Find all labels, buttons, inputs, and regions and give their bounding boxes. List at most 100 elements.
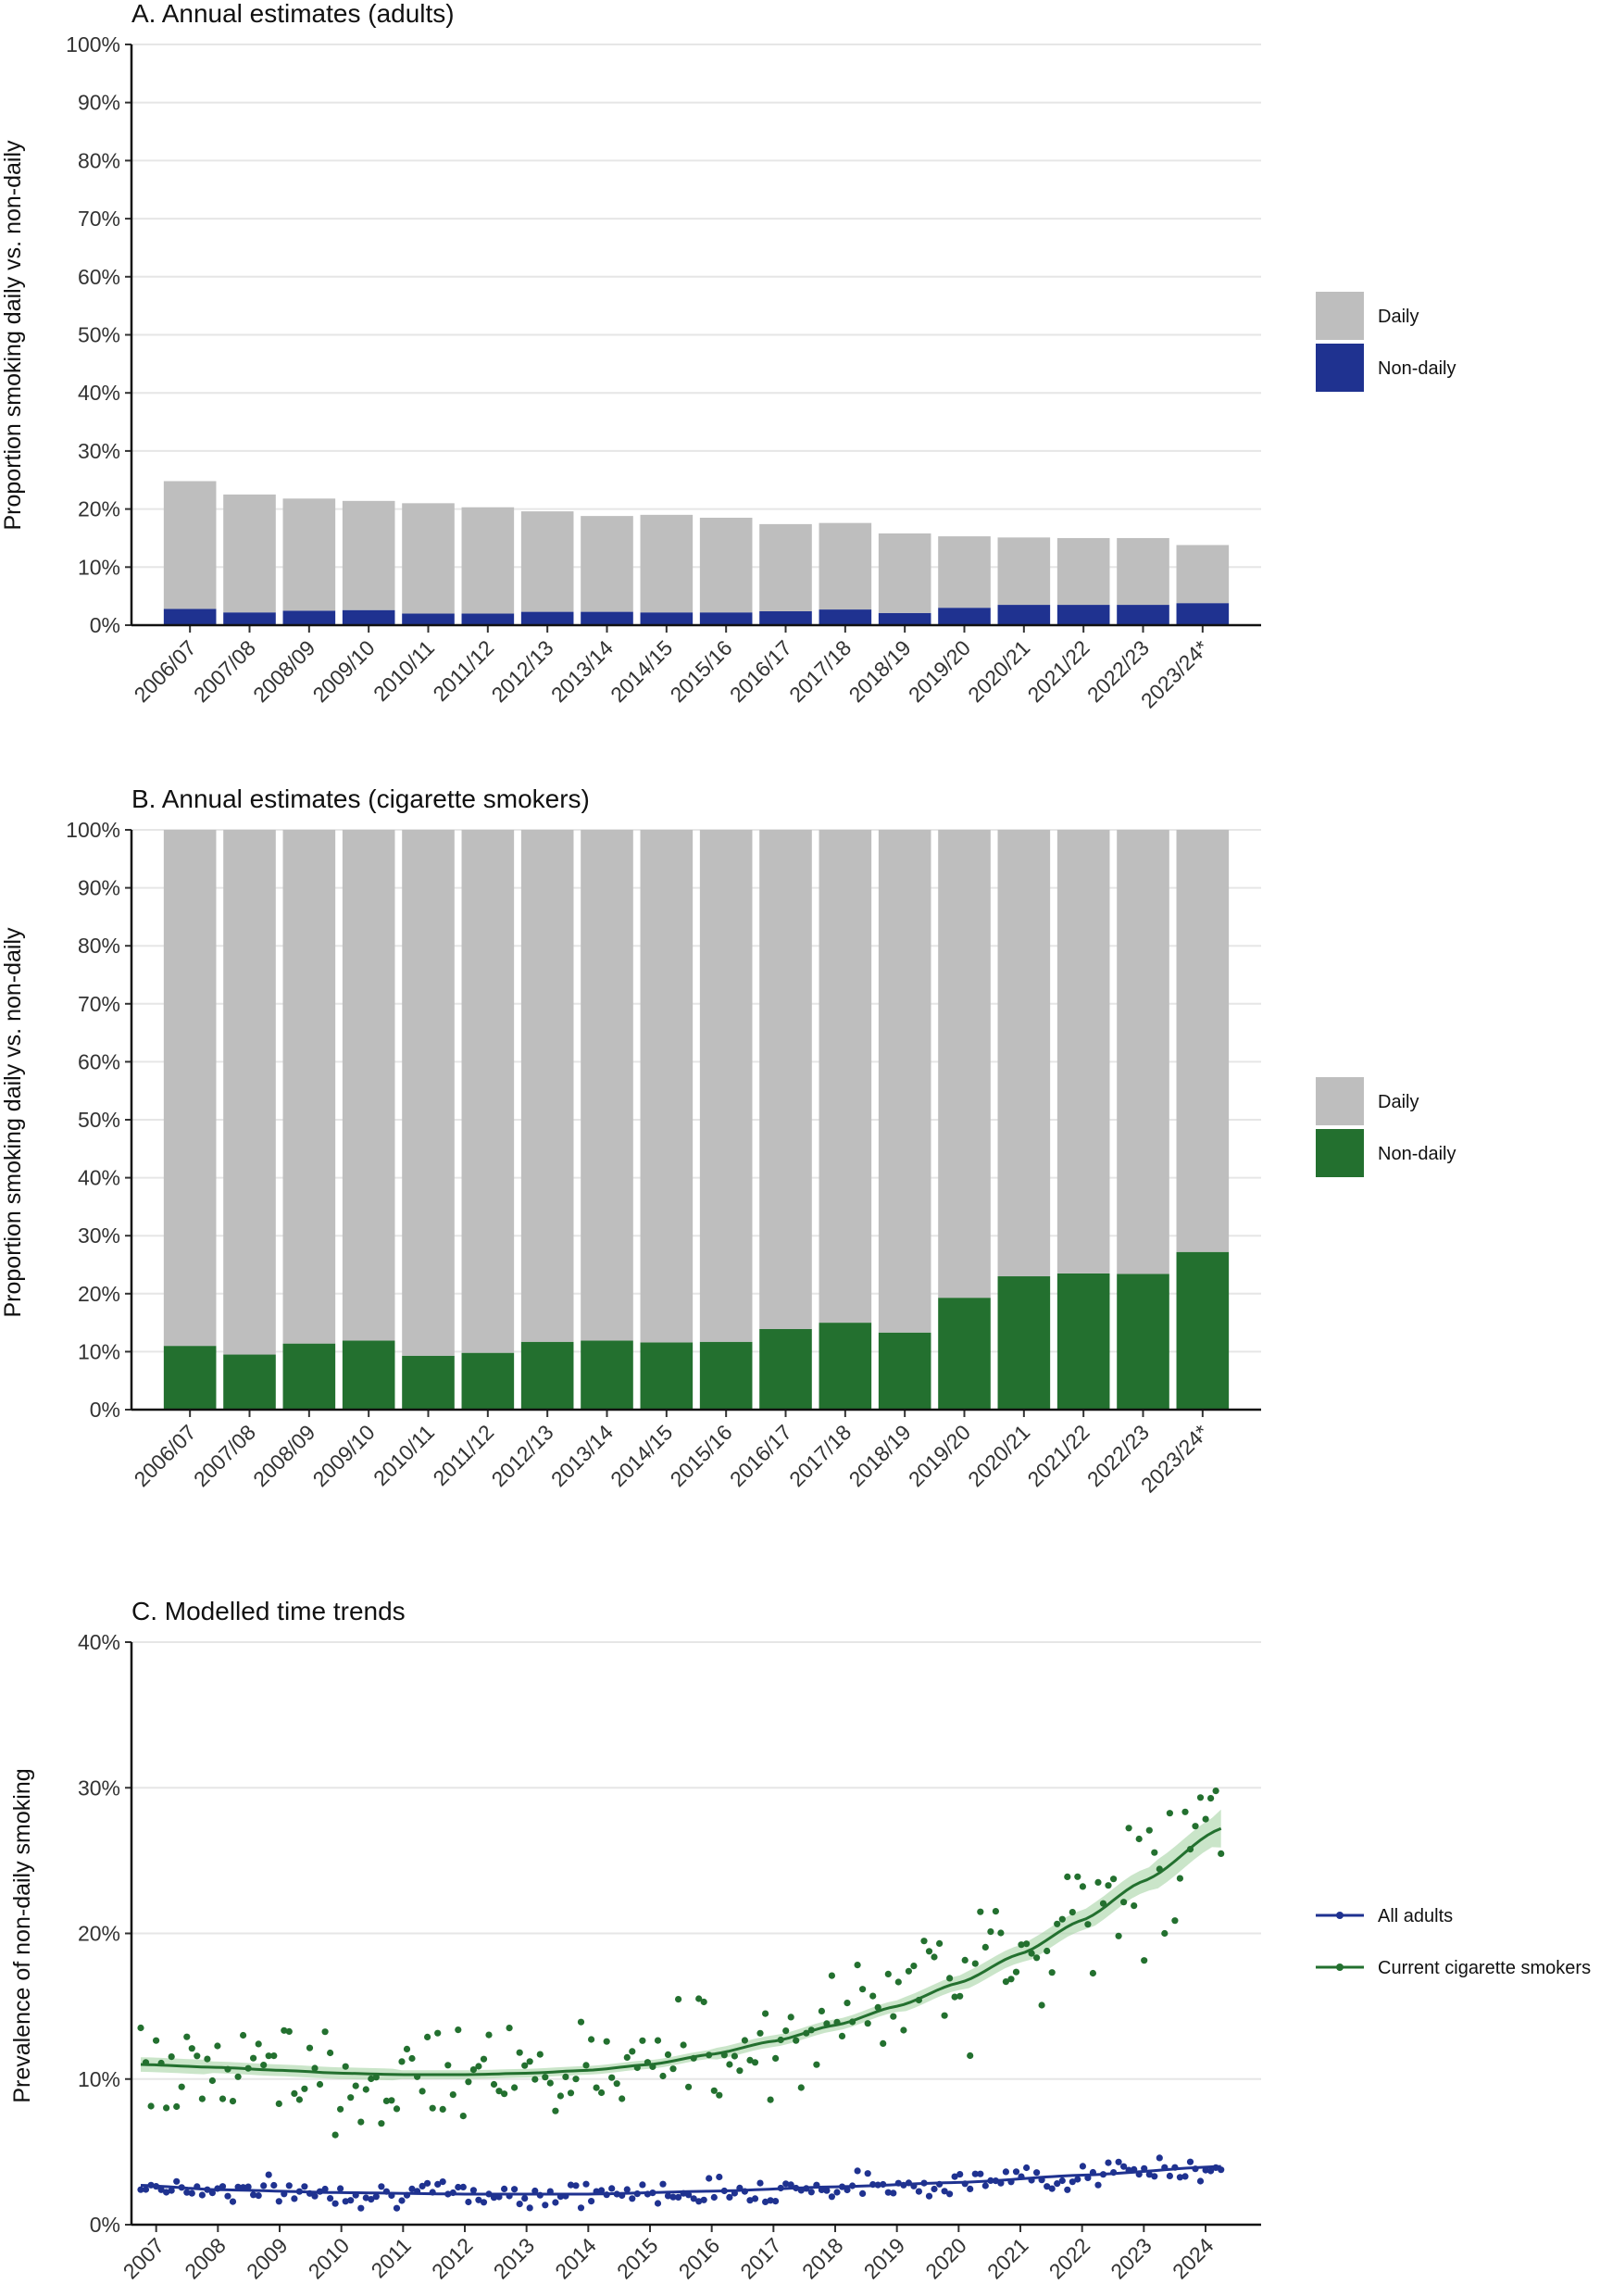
- point-current-cigarette-smokers: [439, 2105, 446, 2113]
- point-current-cigarette-smokers: [695, 1995, 703, 2002]
- x-tick-label: 2016/17: [725, 1420, 796, 1491]
- point-all-adults: [1181, 2173, 1189, 2180]
- point-current-cigarette-smokers: [1171, 1917, 1179, 1925]
- point-current-cigarette-smokers: [961, 1956, 969, 1964]
- point-all-adults: [977, 2170, 984, 2177]
- point-current-cigarette-smokers: [444, 2062, 452, 2069]
- point-all-adults: [465, 2198, 472, 2206]
- bar-daily-2020-21: [997, 830, 1051, 1277]
- bar-daily-2010-11: [402, 503, 455, 614]
- panel-b-y-axis-label: Proportion smoking daily vs. non-daily: [0, 927, 26, 1318]
- x-tick-label: 2012/13: [487, 1420, 558, 1491]
- bar-daily-2006-07: [163, 830, 217, 1347]
- point-current-cigarette-smokers: [546, 2079, 554, 2087]
- point-all-adults: [659, 2180, 667, 2188]
- point-all-adults: [787, 2181, 794, 2189]
- point-current-cigarette-smokers: [880, 2039, 887, 2047]
- x-tick-label: 2013/14: [546, 635, 618, 707]
- bar-daily-2017-18: [819, 522, 872, 610]
- point-all-adults: [459, 2183, 467, 2190]
- point-current-cigarette-smokers: [357, 2118, 365, 2126]
- point-all-adults: [362, 2194, 369, 2202]
- point-current-cigarette-smokers: [1151, 1849, 1158, 1856]
- panel-c-y-axis-label: Prevalence of non-daily smoking: [9, 1768, 35, 2102]
- bar-daily-2015-16: [699, 830, 753, 1342]
- point-all-adults: [1120, 2163, 1128, 2170]
- point-current-cigarette-smokers: [685, 2083, 693, 2090]
- bar-non-daily-2016-17: [759, 610, 812, 625]
- bar-daily-2007-08: [223, 494, 276, 613]
- point-current-cigarette-smokers: [214, 2042, 221, 2050]
- point-all-adults: [475, 2196, 482, 2203]
- point-all-adults: [833, 2189, 841, 2196]
- point-current-cigarette-smokers: [1141, 1957, 1148, 1964]
- x-tick-label: 2010/11: [369, 1420, 439, 1490]
- x-tick-label: 2006/07: [130, 1420, 201, 1491]
- point-all-adults: [455, 2183, 462, 2191]
- y-tick-label: 40%: [78, 1166, 120, 1190]
- x-tick-label: 2016: [674, 2233, 725, 2284]
- point-current-cigarette-smokers: [1048, 1969, 1056, 1976]
- point-current-cigarette-smokers: [291, 2089, 298, 2097]
- point-current-cigarette-smokers: [967, 2051, 974, 2060]
- bar-daily-2023-24: [1176, 545, 1230, 604]
- x-tick-label: 2017/18: [784, 1420, 856, 1491]
- point-all-adults: [854, 2167, 861, 2175]
- bar-daily-2018-19: [878, 830, 931, 1333]
- bar-non-daily-2013-14: [581, 1340, 633, 1410]
- point-current-cigarette-smokers: [556, 2092, 565, 2100]
- x-tick-label: 2017/18: [784, 635, 856, 707]
- point-all-adults: [1048, 2185, 1056, 2192]
- point-current-cigarette-smokers: [844, 2000, 851, 2007]
- point-all-adults: [971, 2170, 979, 2177]
- y-tick-label: 60%: [78, 265, 120, 289]
- point-current-cigarette-smokers: [741, 2037, 749, 2044]
- point-current-cigarette-smokers: [378, 2120, 385, 2127]
- point-all-adults: [1207, 2167, 1215, 2175]
- point-all-adults: [772, 2198, 780, 2205]
- point-current-cigarette-smokers: [270, 2052, 278, 2060]
- point-all-adults: [629, 2195, 636, 2202]
- point-all-adults: [639, 2181, 646, 2189]
- point-all-adults: [1023, 2164, 1031, 2172]
- point-current-cigarette-smokers: [659, 2072, 667, 2080]
- point-all-adults: [890, 2189, 897, 2197]
- point-current-cigarette-smokers: [931, 1953, 938, 1961]
- x-tick-label: 2013: [489, 2233, 540, 2284]
- legend-swatch-non-daily: [1316, 1129, 1364, 1177]
- point-current-cigarette-smokers: [163, 2104, 170, 2112]
- point-all-adults: [516, 2201, 523, 2208]
- y-tick-label: 20%: [78, 1922, 120, 1946]
- x-tick-label: 2008/09: [248, 1420, 319, 1491]
- point-current-cigarette-smokers: [183, 2033, 191, 2040]
- x-tick-label: 2011/12: [428, 1420, 498, 1490]
- bar-daily-2019-20: [938, 830, 991, 1299]
- bar-non-daily-2014-15: [640, 612, 694, 625]
- point-current-cigarette-smokers: [506, 2025, 513, 2032]
- point-current-cigarette-smokers: [372, 2074, 380, 2081]
- point-current-cigarette-smokers: [1131, 1902, 1138, 1910]
- point-current-cigarette-smokers: [1161, 1929, 1169, 1938]
- point-current-cigarette-smokers: [511, 2084, 519, 2091]
- bar-non-daily-2011-12: [461, 1352, 515, 1410]
- bar-non-daily-2008-09: [282, 1343, 336, 1410]
- bar-daily-2011-12: [461, 507, 515, 614]
- point-current-cigarette-smokers: [542, 2074, 549, 2081]
- point-all-adults: [157, 2186, 165, 2193]
- point-current-cigarette-smokers: [1176, 1875, 1183, 1882]
- point-current-cigarette-smokers: [1207, 1795, 1215, 1802]
- point-all-adults: [183, 2189, 191, 2196]
- point-all-adults: [951, 2173, 958, 2180]
- point-current-cigarette-smokers: [767, 2096, 774, 2103]
- bar-non-daily-2019-20: [938, 608, 991, 625]
- point-current-cigarette-smokers: [327, 2049, 334, 2057]
- point-current-cigarette-smokers: [295, 2096, 303, 2103]
- point-current-cigarette-smokers: [669, 2065, 677, 2073]
- bar-non-daily-2014-15: [640, 1342, 694, 1410]
- point-current-cigarette-smokers: [859, 1986, 867, 1993]
- point-all-adults: [864, 2170, 871, 2177]
- confidence-band-current-cigarette-smokers: [141, 1809, 1221, 2081]
- y-tick-label: 100%: [66, 32, 120, 56]
- point-current-cigarette-smokers: [153, 2037, 160, 2044]
- point-current-cigarette-smokers: [1089, 1969, 1096, 1977]
